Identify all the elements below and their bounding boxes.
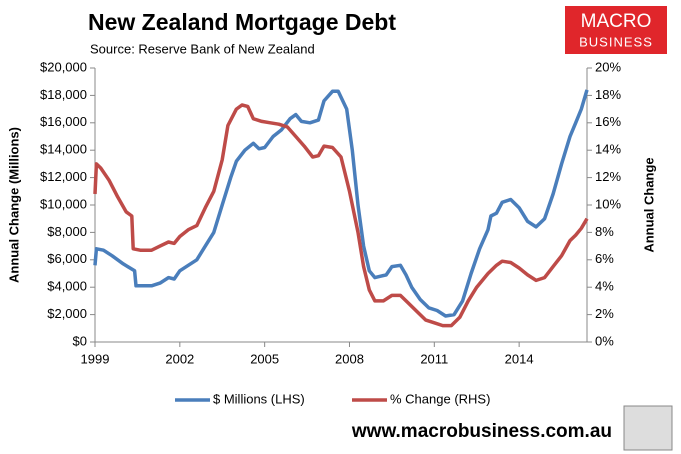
data-line	[93, 103, 589, 328]
chart-subtitle: Source: Reserve Bank of New Zealand	[90, 41, 315, 56]
y2-tick-label: 18%	[595, 87, 621, 102]
y-tick-label: $10,000	[40, 196, 87, 211]
y2-tick-label: 6%	[595, 251, 614, 266]
y-tick-label: $6,000	[47, 251, 87, 266]
y-axis-title: Annual Change (Millions)	[6, 127, 21, 283]
y-tick-label: $16,000	[40, 114, 87, 129]
logo-text: MACRO	[581, 11, 652, 32]
y2-tick-label: 4%	[595, 279, 614, 294]
x-tick-label: 2008	[335, 351, 364, 366]
y2-tick-label: 0%	[595, 333, 614, 348]
y-tick-label: $4,000	[47, 279, 87, 294]
fox-logo	[623, 405, 673, 451]
y2-tick-label: 16%	[595, 114, 621, 129]
y2-tick-label: 20%	[595, 59, 621, 74]
y2-axis-title: Annual Change	[641, 157, 656, 252]
y2-tick-label: 12%	[595, 169, 621, 184]
y-tick-label: $0	[73, 333, 87, 348]
y-tick-label: $8,000	[47, 224, 87, 239]
website: www.macrobusiness.com.au	[351, 421, 612, 442]
x-tick-label: 2002	[165, 351, 194, 366]
y2-tick-label: 2%	[595, 306, 614, 321]
x-tick-label: 1999	[81, 351, 110, 366]
y2-tick-label: 10%	[595, 196, 621, 211]
x-tick-label: 2014	[505, 351, 534, 366]
y2-tick-label: 8%	[595, 224, 614, 239]
data-line	[93, 89, 589, 318]
x-tick-label: 2005	[250, 351, 279, 366]
logo-box	[565, 6, 667, 54]
legend-label: $ Millions (LHS)	[213, 391, 305, 406]
chart-title: New Zealand Mortgage Debt	[88, 9, 396, 35]
x-tick-label: 2011	[420, 351, 448, 366]
y-tick-label: $12,000	[40, 169, 87, 184]
y-tick-label: $20,000	[40, 59, 87, 74]
legend-label: % Change (RHS)	[390, 391, 490, 406]
logo-text: BUSINESS	[579, 34, 653, 49]
y-tick-label: $14,000	[40, 142, 87, 157]
y2-tick-label: 14%	[595, 142, 621, 157]
y-tick-label: $18,000	[40, 87, 87, 102]
y-tick-label: $2,000	[47, 306, 87, 321]
